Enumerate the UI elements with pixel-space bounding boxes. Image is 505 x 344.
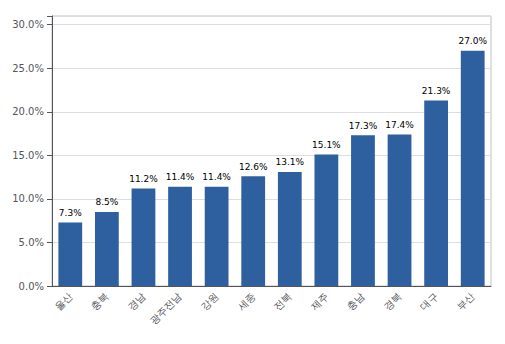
svg-text:전북: 전북 [272,290,294,312]
svg-text:25.0%: 25.0% [12,63,44,74]
svg-text:대구: 대구 [418,290,440,312]
svg-text:15.0%: 15.0% [12,150,44,161]
svg-text:제주: 제주 [308,290,330,312]
svg-text:11.4%: 11.4% [166,172,195,182]
svg-text:11.4%: 11.4% [202,172,231,182]
svg-text:15.1%: 15.1% [312,140,341,150]
svg-text:12.6%: 12.6% [239,162,268,172]
svg-text:충남: 충남 [345,290,367,312]
svg-text:0.0%: 0.0% [19,281,44,292]
svg-text:경북: 경북 [382,290,404,312]
svg-text:13.1%: 13.1% [275,157,304,167]
svg-text:20.0%: 20.0% [12,106,44,117]
svg-text:울산: 울산 [52,290,74,312]
svg-text:21.3%: 21.3% [422,86,451,96]
svg-text:광주전남: 광주전남 [148,290,184,326]
svg-text:5.0%: 5.0% [19,237,44,248]
svg-text:8.5%: 8.5% [95,197,118,207]
svg-text:17.3%: 17.3% [349,121,378,131]
svg-text:부산: 부산 [455,290,477,312]
svg-text:17.4%: 17.4% [385,120,414,130]
svg-text:11.2%: 11.2% [129,174,158,184]
svg-text:30.0%: 30.0% [12,19,44,30]
svg-text:강원: 강원 [199,290,221,312]
svg-text:7.3%: 7.3% [59,208,82,218]
svg-text:27.0%: 27.0% [458,36,487,46]
svg-text:충북: 충북 [89,290,111,312]
svg-text:세종: 세종 [235,290,257,312]
svg-text:경남: 경남 [125,290,147,312]
svg-text:10.0%: 10.0% [12,193,44,204]
